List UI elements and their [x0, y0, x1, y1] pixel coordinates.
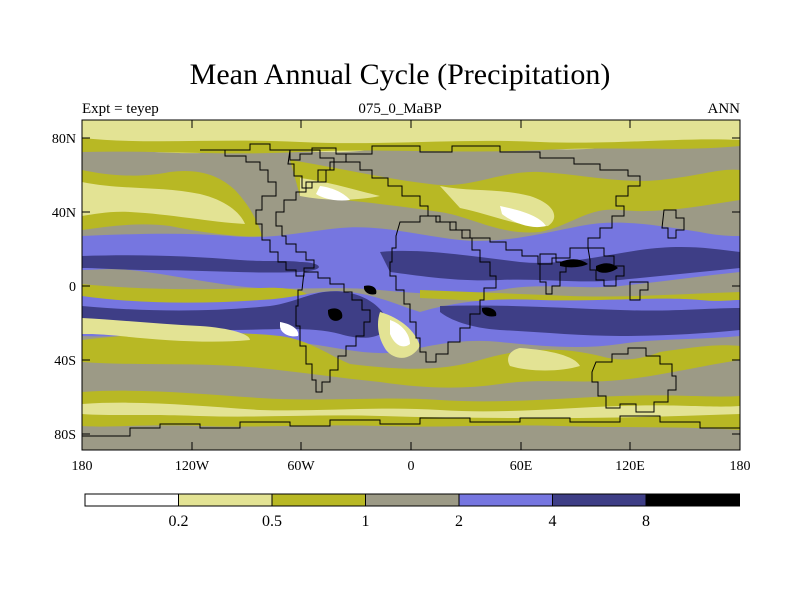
eurasia-white-patch — [316, 186, 546, 228]
colorbar-label: 8 — [642, 513, 650, 530]
colorbar-box — [365, 494, 459, 506]
south-white-patch — [280, 320, 410, 347]
coast-australia — [591, 347, 677, 413]
colorbar — [84, 493, 740, 507]
eurasia-dry-patch — [300, 178, 555, 227]
coast-south-america — [295, 271, 371, 393]
lon-label-180w: 180 — [72, 459, 93, 474]
experiment-age-label: 075_0_MaBP — [358, 101, 442, 117]
antarctic-band — [82, 430, 740, 450]
colorbar-box — [272, 494, 366, 506]
lat-label-eq: 0 — [69, 280, 76, 295]
colorbar-box — [85, 494, 179, 506]
coast-japan — [661, 209, 685, 239]
north-wet-core — [82, 246, 740, 282]
experiment-label: Expt = teyep — [82, 101, 159, 117]
colorbar-box — [646, 494, 740, 506]
southern-ocean-dry — [82, 402, 740, 418]
coast-greenland — [287, 149, 335, 189]
lon-label-60e: 60E — [510, 459, 533, 474]
colorbar-label: 2 — [455, 513, 463, 530]
lat-label-80n: 80N — [52, 132, 76, 147]
colorbar-box — [459, 494, 553, 506]
south-wet-core — [82, 291, 740, 338]
lon-axis — [81, 120, 741, 450]
lat-label-80s: 80S — [54, 428, 76, 443]
lat-label-40s: 40S — [54, 354, 76, 369]
colorbar-box — [178, 494, 272, 506]
equatorial-olive-band — [82, 284, 740, 305]
lon-label-60w: 60W — [287, 459, 315, 474]
coast-eurasia — [345, 145, 641, 265]
lon-label-0: 0 — [408, 459, 415, 474]
lat-axis — [82, 137, 740, 435]
colorbar-label: 4 — [549, 513, 557, 530]
colorbar-frame — [84, 493, 740, 507]
precipitation-field — [82, 120, 740, 450]
coast-north-america — [200, 143, 347, 277]
coast-africa — [389, 215, 497, 363]
colorbar-label: 1 — [362, 513, 370, 530]
lon-label-120w: 120W — [175, 459, 210, 474]
na-dry-patch — [82, 182, 245, 224]
south-olive-region — [82, 332, 740, 388]
coast-se-asia — [587, 247, 649, 301]
lon-label-120e: 120E — [615, 459, 645, 474]
colorbar-box — [552, 494, 646, 506]
chart-title: Mean Annual Cycle (Precipitation) — [189, 58, 611, 91]
coast-india — [539, 253, 567, 295]
lat-label-40n: 40N — [52, 206, 76, 221]
north-wet-extreme — [560, 259, 618, 273]
season-label: ANN — [707, 101, 741, 117]
south-dry-patch — [82, 312, 580, 371]
coast-antarctica — [82, 415, 740, 437]
colorbar-label: 0.5 — [262, 513, 282, 530]
coastlines — [82, 143, 740, 437]
lon-label-180e: 180 — [730, 459, 751, 474]
colorbar-label: 0.2 — [169, 513, 189, 530]
